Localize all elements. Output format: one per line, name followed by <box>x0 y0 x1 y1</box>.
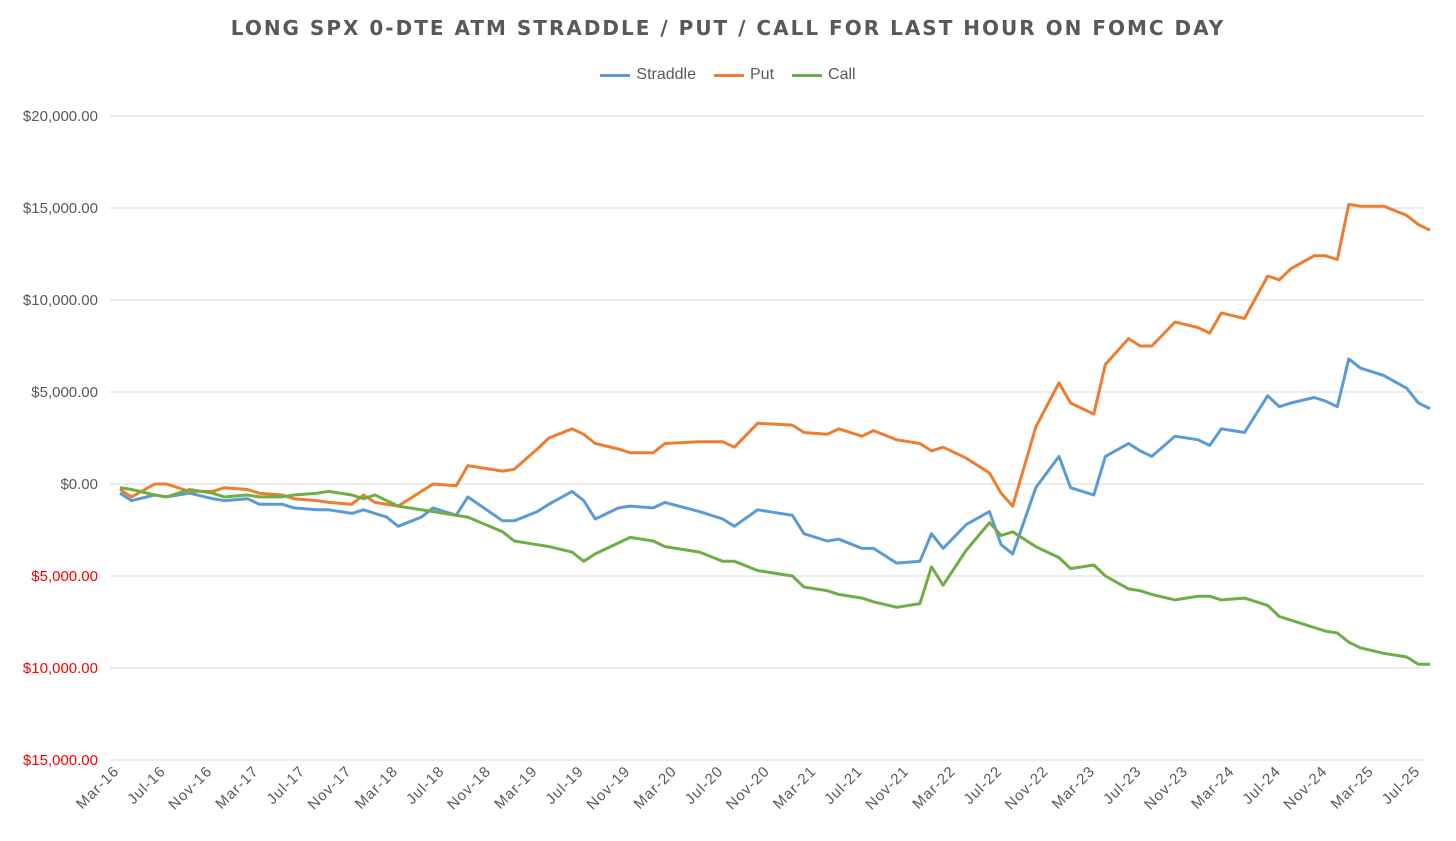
y-tick-label: $5,000.00 <box>31 568 98 585</box>
x-tick-label: Jul-19 <box>542 763 587 808</box>
y-tick-label: $20,000.00 <box>23 108 98 125</box>
x-tick-label: Jul-18 <box>403 763 448 808</box>
x-tick-label: Nov-18 <box>444 763 494 813</box>
y-tick-label: $5,000.00 <box>31 384 98 401</box>
y-tick-label: $15,000.00 <box>23 752 98 769</box>
x-tick-label: Mar-21 <box>770 763 820 813</box>
x-tick-label: Jul-17 <box>264 763 309 808</box>
legend-label: Put <box>750 66 775 83</box>
series-line-call <box>119 486 1430 666</box>
legend-swatch <box>792 73 823 77</box>
chart-title: LONG SPX 0-DTE ATM STRADDLE / PUT / CALL… <box>230 16 1226 40</box>
legend-swatch <box>600 73 631 77</box>
legend-label: Straddle <box>636 66 696 83</box>
x-tick-label: Nov-23 <box>1141 763 1191 813</box>
x-tick-label: Mar-19 <box>491 763 541 813</box>
x-tick-label: Nov-20 <box>723 763 773 813</box>
x-tick-label: Nov-19 <box>583 763 633 813</box>
x-tick-label: Jul-25 <box>1379 763 1424 808</box>
x-tick-label: Nov-22 <box>1002 763 1052 813</box>
legend-item-put: Put <box>714 66 774 84</box>
y-axis-ticks: $20,000.00 $15,000.00 $10,000.00 $5,000.00 $… <box>23 108 98 769</box>
y-tick-label: $10,000.00 <box>23 292 98 309</box>
x-tick-label: Mar-24 <box>1188 763 1238 813</box>
x-tick-label: Jul-22 <box>960 763 1005 808</box>
x-tick-label: Nov-21 <box>862 763 912 813</box>
legend: Straddle Put Call <box>0 66 1456 84</box>
x-tick-label: Jul-23 <box>1100 763 1145 808</box>
y-tick-label: $15,000.00 <box>23 200 98 217</box>
x-tick-label: Mar-25 <box>1328 763 1378 813</box>
x-tick-label: Jul-20 <box>682 763 727 808</box>
x-tick-label: Jul-16 <box>124 763 169 808</box>
x-tick-label: Jul-24 <box>1239 763 1284 808</box>
x-tick-label: Nov-16 <box>165 763 215 813</box>
x-tick-label: Mar-23 <box>1049 763 1099 813</box>
x-tick-label: Mar-18 <box>352 763 402 813</box>
x-tick-label: Jul-21 <box>821 763 866 808</box>
legend-item-call: Call <box>792 66 856 84</box>
series-line-straddle <box>119 357 1431 565</box>
series-line-put <box>119 202 1431 508</box>
gridlines <box>110 115 1424 761</box>
legend-item-straddle: Straddle <box>600 66 696 84</box>
x-tick-label: Mar-16 <box>73 763 123 813</box>
legend-label: Call <box>828 66 856 83</box>
series-lines <box>119 202 1431 666</box>
legend-swatch <box>714 73 744 77</box>
x-tick-label: Nov-24 <box>1280 763 1330 813</box>
x-tick-label: Mar-20 <box>631 763 681 813</box>
x-tick-label: Nov-17 <box>305 763 355 813</box>
y-tick-label: $10,000.00 <box>23 660 98 677</box>
x-tick-label: Mar-22 <box>909 763 959 813</box>
x-tick-label: Mar-17 <box>212 763 262 813</box>
y-tick-label: $0.00 <box>60 476 98 493</box>
